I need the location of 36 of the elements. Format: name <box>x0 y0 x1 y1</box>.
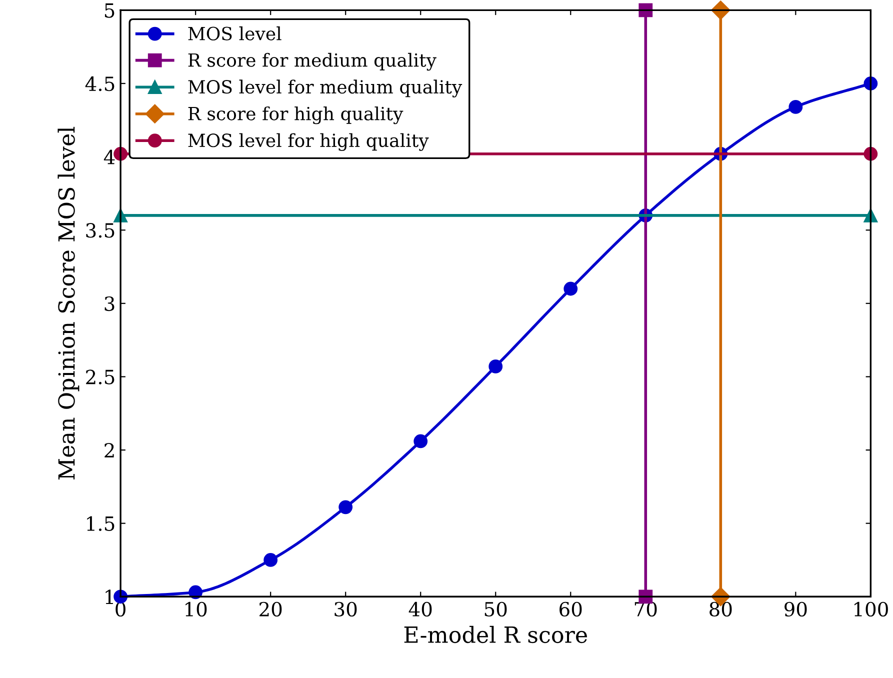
x-tick-label: 90 <box>784 602 807 617</box>
y-tick-label: 4.5 <box>85 76 114 92</box>
point <box>564 282 578 296</box>
x-tick-label: 100 <box>854 602 888 617</box>
y-axis-title: Mean Opinion Score MOS level <box>58 126 80 480</box>
y-tick-label: 2.5 <box>86 370 114 384</box>
y-tick-label: 1.5 <box>87 516 114 531</box>
x-tick-label: 80 <box>710 602 732 617</box>
y-tick-label: 2 <box>104 442 114 458</box>
x-tick-label: 30 <box>334 602 357 617</box>
point <box>864 146 878 161</box>
x-tick-label: 10 <box>186 602 207 617</box>
x-axis-title: E-model R score <box>404 626 587 644</box>
legend-label: MOS level for medium quality <box>188 80 462 98</box>
y-tick-label: 4 <box>104 150 115 164</box>
legend-label: R score for medium quality <box>188 52 436 71</box>
y-tick-label: 1 <box>106 590 113 604</box>
legend-label: R score for high quality <box>188 106 404 124</box>
point <box>638 3 653 18</box>
point <box>488 360 503 374</box>
point <box>788 100 803 114</box>
point <box>188 585 203 600</box>
y-tick-label: 3 <box>104 296 114 312</box>
point <box>864 76 878 90</box>
x-tick-label: 50 <box>484 602 507 617</box>
point <box>338 500 353 514</box>
point <box>711 0 730 20</box>
point <box>414 434 428 448</box>
legend-label: MOS level <box>188 26 282 40</box>
y-tick-label: 3.5 <box>86 223 114 238</box>
x-tick-label: 60 <box>560 602 582 617</box>
x-tick-label: 20 <box>260 602 282 617</box>
point <box>264 553 278 567</box>
legend-label: MOS level for high quality <box>188 133 429 151</box>
y-tick-label: 5 <box>104 3 114 18</box>
x-tick-label: 40 <box>408 602 432 617</box>
